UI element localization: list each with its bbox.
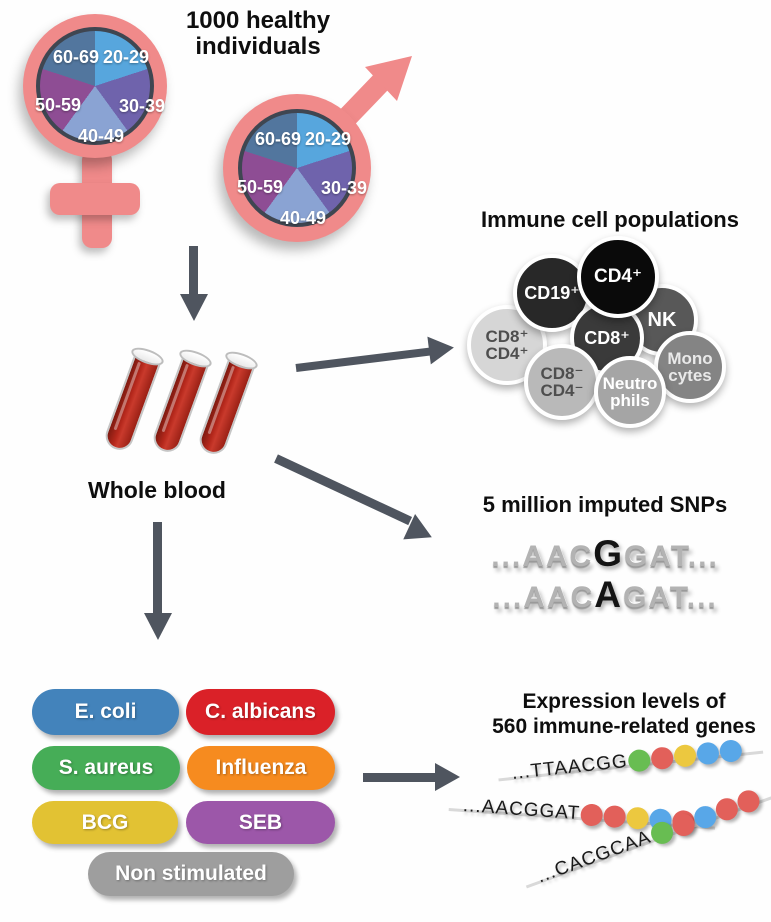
gene-sequence: ...AACGGAT [462, 795, 581, 825]
pill-influenza: Influenza [187, 746, 335, 790]
expression-dot [580, 803, 604, 827]
tube-rim [223, 348, 260, 373]
arrow-shaft [153, 522, 162, 615]
expression-dot [627, 748, 652, 773]
cell-label: phils [610, 391, 650, 410]
tube-rim [129, 344, 166, 369]
cell-cd19pos: CD19⁺ [513, 254, 591, 332]
cell-label: CD19⁺ [524, 282, 580, 303]
snp-suffix: GAT... [624, 540, 719, 573]
cell-label: cytes [668, 366, 712, 385]
snp-variant-letter: G [593, 533, 624, 574]
gene-sequence: ...TTAACGG [510, 750, 629, 784]
snp-sequence-row: ...AACAGAT... [445, 574, 765, 616]
cohort-title-line1: 1000 healthy [185, 7, 331, 34]
arrow-head-icon [180, 294, 208, 321]
female-age-pie-chart: 20-29 30-39 40-49 50-59 60-69 [35, 27, 165, 146]
cell-neutrophils: Neutro phils [594, 356, 666, 428]
arrow-shaft [295, 346, 436, 372]
pie-label-50-59: 50-59 [236, 177, 284, 197]
snp-prefix: ...AAC [492, 581, 595, 614]
expression-dot [650, 746, 675, 771]
arrow-shaft [274, 454, 413, 526]
pill-label: S. aureus [58, 756, 154, 779]
cell-label: CD4⁺ [485, 344, 529, 363]
cell-label: CD8⁻ [540, 363, 584, 383]
expression-dot [718, 738, 744, 764]
gene-sequence: ...CACGCAA [534, 826, 655, 888]
pill-c-albicans: C. albicans [186, 689, 335, 735]
pill-label: SEB [238, 810, 283, 834]
immune-cells-title: Immune cell populations [481, 207, 739, 232]
cell-label: Mono [667, 348, 713, 368]
snp-variant-letter: A [594, 574, 623, 615]
cell-label: NK [647, 308, 677, 331]
expression-title-line1: Expression levels of [522, 690, 726, 713]
arrow-head-icon [144, 613, 172, 640]
cohort-title: 1000 healthy individuals [158, 8, 358, 60]
pill-label: Non stimulated [115, 862, 267, 885]
cohort-title-line2: individuals [195, 33, 321, 60]
snp-sequence-row: ...AACGGAT... [445, 533, 765, 575]
pill-e-coli: E. coli [32, 689, 179, 735]
expression-dot [696, 741, 721, 766]
expression-title: Expression levels of 560 immune-related … [464, 689, 771, 739]
pie-label-20-29: 20-29 [102, 47, 150, 67]
whole-blood-label: Whole blood [88, 477, 226, 503]
pill-seb: SEB [186, 801, 335, 844]
cell-label: Neutro [602, 373, 658, 393]
arrow-head-icon [427, 333, 456, 365]
tube-rim [177, 346, 214, 371]
arrow-shaft [189, 246, 198, 296]
pie-label-50-59: 50-59 [34, 95, 82, 115]
expression-dot [603, 804, 627, 829]
cell-label: CD8⁺ [485, 326, 529, 346]
pie-label-20-29: 20-29 [304, 129, 352, 149]
pill-label: BCG [81, 810, 129, 834]
arrow-head-icon [435, 763, 460, 791]
pie-label-30-39: 30-39 [320, 178, 368, 198]
snps-title: 5 million imputed SNPs [482, 492, 728, 517]
snp-suffix: GAT... [622, 581, 718, 614]
cell-cd8neg-cd4neg: CD8⁻ CD4⁻ [524, 344, 600, 420]
male-age-pie-chart: 20-29 30-39 40-49 50-59 60-69 [237, 109, 367, 228]
pill-bcg: BCG [32, 801, 178, 844]
cell-cd4pos: CD4⁺ [577, 236, 659, 318]
pie-label-40-49: 40-49 [77, 126, 125, 146]
female-symbol-crossbar [50, 183, 140, 215]
snp-prefix: ...AAC [491, 540, 594, 573]
pie-label-60-69: 60-69 [254, 129, 302, 149]
expression-dot [673, 743, 698, 768]
cell-label: CD8⁺ [584, 327, 630, 348]
pill-label: Influenza [215, 756, 307, 779]
gene-expression-row: ...TTAACGG [498, 738, 764, 786]
pie-label-40-49: 40-49 [279, 208, 327, 228]
pill-label: E. coli [74, 700, 137, 723]
cell-label: CD4⁻ [540, 381, 584, 400]
pill-non-stimulated: Non stimulated [88, 852, 294, 896]
pill-label: C. albicans [205, 700, 316, 723]
cell-label: CD4⁺ [593, 266, 643, 288]
pie-label-60-69: 60-69 [52, 47, 100, 67]
pill-s-aureus: S. aureus [32, 746, 180, 790]
arrow-shaft [363, 773, 437, 782]
pie-label-30-39: 30-39 [118, 96, 166, 116]
expression-title-line2: 560 immune-related genes [492, 715, 756, 738]
